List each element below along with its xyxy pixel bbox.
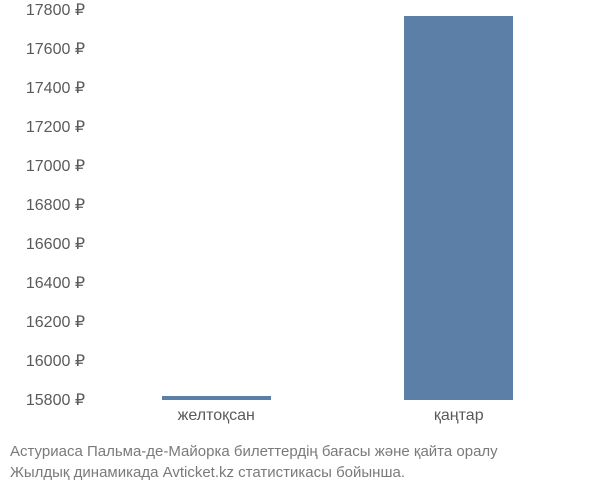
plot-area [95, 10, 580, 400]
chart-caption: Астуриаса Пальма-де-Майорка билеттердің … [10, 441, 590, 485]
y-tick-label: 17000 ₽ [26, 156, 85, 176]
caption-line-2: Жылдық динамикада Avticket.kz статистика… [10, 462, 590, 484]
chart-container: 15800 ₽ 16000 ₽ 16200 ₽ 16400 ₽ 16600 ₽ 16800… [0, 0, 600, 500]
bar [162, 396, 271, 400]
y-tick-label: 17400 ₽ [26, 78, 85, 98]
y-tick-label: 16600 ₽ [26, 234, 85, 254]
bar [404, 16, 513, 400]
y-tick-label: 16200 ₽ [26, 312, 85, 332]
y-tick-label: 17600 ₽ [26, 39, 85, 59]
y-axis: 15800 ₽16000 ₽16200 ₽16400 ₽16600 ₽16800… [0, 10, 90, 400]
y-tick-label: 16800 ₽ [26, 195, 85, 215]
y-tick-label: 16400 ₽ [26, 273, 85, 293]
caption-line-1: Астуриаса Пальма-де-Майорка билеттердің … [10, 441, 590, 463]
x-tick-label: қаңтар [434, 407, 484, 425]
y-tick-label: 16000 ₽ [26, 351, 85, 371]
x-axis: желтоқсан қаңтар [95, 405, 580, 435]
y-tick-label: 15800 ₽ [26, 390, 85, 410]
x-tick-label: желтоқсан [178, 407, 255, 425]
y-tick-label: 17800 ₽ [26, 0, 85, 20]
y-tick-label: 17200 ₽ [26, 117, 85, 137]
